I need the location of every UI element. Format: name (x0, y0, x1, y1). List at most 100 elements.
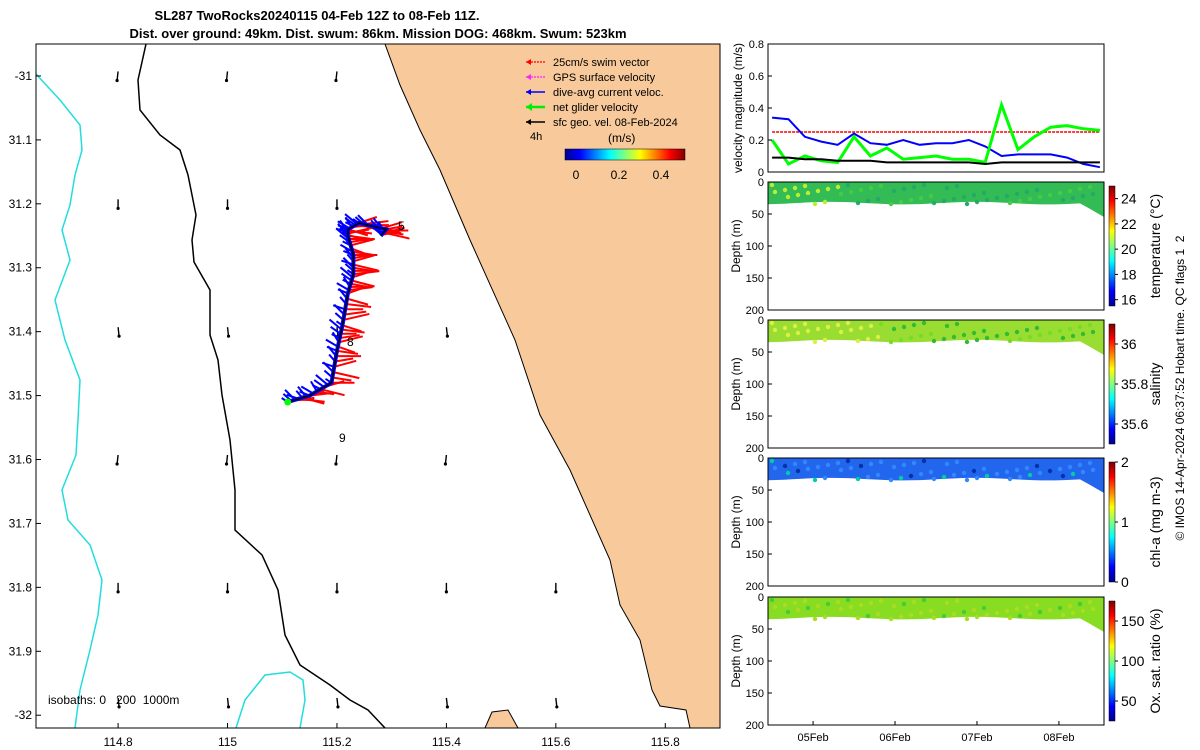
section-data-point (941, 474, 947, 480)
swim-vector (346, 297, 369, 306)
section-data-point (868, 185, 874, 191)
section-data-point (845, 597, 851, 603)
section-data-point (1077, 324, 1083, 330)
swim-vector (344, 310, 367, 316)
sfc-geo-vector-head (116, 206, 120, 210)
section-data-point (1057, 466, 1063, 472)
section-data-point (838, 329, 844, 335)
section-data-point (1024, 465, 1030, 471)
section-data-point (971, 607, 977, 613)
section-y-tick-label: 0 (758, 453, 764, 465)
map-y-tick-label: 31.1 (9, 133, 33, 147)
swim-vector (332, 376, 352, 382)
sfc-geo-vector-head (336, 705, 340, 709)
glider-track-line (287, 222, 388, 403)
section-data-point (855, 615, 861, 621)
section-data-point (888, 616, 894, 622)
map-y-tick-label: 31.5 (9, 389, 33, 403)
section-data-point (782, 463, 788, 469)
section-data-point (981, 328, 987, 334)
time-tick-label: 08Feb (1043, 732, 1074, 744)
section-data-point (928, 331, 934, 337)
legend-swim: 25cm/s swim vector (526, 57, 650, 69)
section-data-point (1057, 190, 1063, 196)
colorbar-tick-label: 2 (1121, 454, 1129, 470)
legend-scale-label: 4h (530, 131, 542, 143)
section-data-point (1060, 197, 1066, 203)
section-data-point (908, 612, 914, 618)
section-data-point (772, 189, 778, 195)
section-y-tick-label: 150 (746, 549, 764, 561)
swim-vector (347, 233, 367, 242)
map-y-tick-label: -32 (15, 708, 33, 722)
section-data-point (1004, 193, 1010, 199)
section-data-point (769, 320, 775, 326)
section-cbar-label: salinity (1147, 363, 1163, 406)
section-panel-chla: 0 50 100 150 200 Depth (m) 0 1 2 chl-a (mg m-3) (729, 453, 1163, 593)
section-data-point (964, 616, 970, 622)
section-panel-temperature: 0 50 100 150 200 Depth (m) 16 18 20 22 24 temperatu… (729, 177, 1163, 317)
section-data-point (984, 612, 990, 618)
velocity-y-tick-label: 0.6 (749, 71, 764, 83)
section-data-point (1037, 609, 1043, 615)
section-data-point (928, 193, 934, 199)
swim-vector (353, 266, 372, 272)
section-data-point (805, 190, 811, 196)
map-colorbar-tick-0: 0 (573, 168, 580, 182)
section-data-point (954, 598, 960, 604)
section-data-point (918, 333, 924, 339)
section-cbar-label: chl-a (mg m-3) (1147, 476, 1163, 567)
section-data-point (908, 197, 914, 203)
sfc-geo-vector-head (226, 705, 231, 709)
section-data-point (792, 600, 798, 606)
section-colorbar (1108, 600, 1116, 722)
title-line-1: SL287 TwoRocks20240115 04-Feb 12Z to 08-… (155, 8, 480, 23)
section-data-point (855, 338, 861, 344)
section-data-point (795, 607, 801, 613)
sfc-geo-vector-head (445, 705, 449, 709)
section-data-point (954, 183, 960, 189)
map-y-ticks: -31 31.1 31.2 31.3 31.4 31.5 31.6 31.7 31.8 31.9 -… (9, 69, 41, 722)
velocity-series-line (772, 116, 1101, 169)
section-data-point (865, 613, 871, 619)
section-data-point (974, 475, 980, 481)
section-data-point (891, 326, 897, 332)
section-cbar-label: Ox. sat. ratio (%) (1147, 608, 1163, 713)
island-outline (484, 709, 519, 728)
section-data-point (792, 323, 798, 329)
section-y-tick-label: 50 (752, 485, 764, 497)
section-y-tick-label: 150 (746, 411, 764, 423)
map-colorbar-tick-0.4: 0.4 (653, 168, 670, 182)
section-y-tick-label: 100 (746, 241, 764, 253)
section-y-tick-label: 100 (746, 656, 764, 668)
section-data-point (981, 190, 987, 196)
section-data-point (984, 335, 990, 341)
sfc-geo-vector-head (117, 705, 121, 709)
section-data-point (1024, 327, 1030, 333)
section-y-tick-label: 200 (746, 443, 764, 455)
section-data-point (835, 599, 841, 605)
dive-avg-vector (337, 220, 351, 230)
section-data-point (858, 463, 864, 469)
section-data-point (964, 339, 970, 345)
section-data-point (1034, 463, 1040, 469)
section-colorbar (1108, 461, 1116, 583)
section-data-point (888, 201, 894, 207)
section-data-point (1014, 329, 1020, 335)
section-data-point (1014, 191, 1020, 197)
section-data-point (1017, 613, 1023, 619)
svg-text:net glider velocity: net glider velocity (553, 102, 638, 114)
map-y-tick-label: 31.9 (9, 644, 33, 658)
map-y-tick-label: -31 (15, 69, 33, 83)
section-data-point (802, 321, 808, 327)
section-data-point (815, 188, 821, 194)
map-x-tick-label: 114.8 (104, 735, 133, 749)
section-data-point (1037, 470, 1043, 476)
section-data-point (1070, 195, 1076, 201)
time-tick-label: 06Feb (879, 732, 910, 744)
isobath-1000m (36, 73, 306, 728)
section-data-point (772, 465, 778, 471)
section-data-point (1070, 333, 1076, 339)
section-data-point (961, 470, 967, 476)
section-data-point (1080, 469, 1086, 475)
